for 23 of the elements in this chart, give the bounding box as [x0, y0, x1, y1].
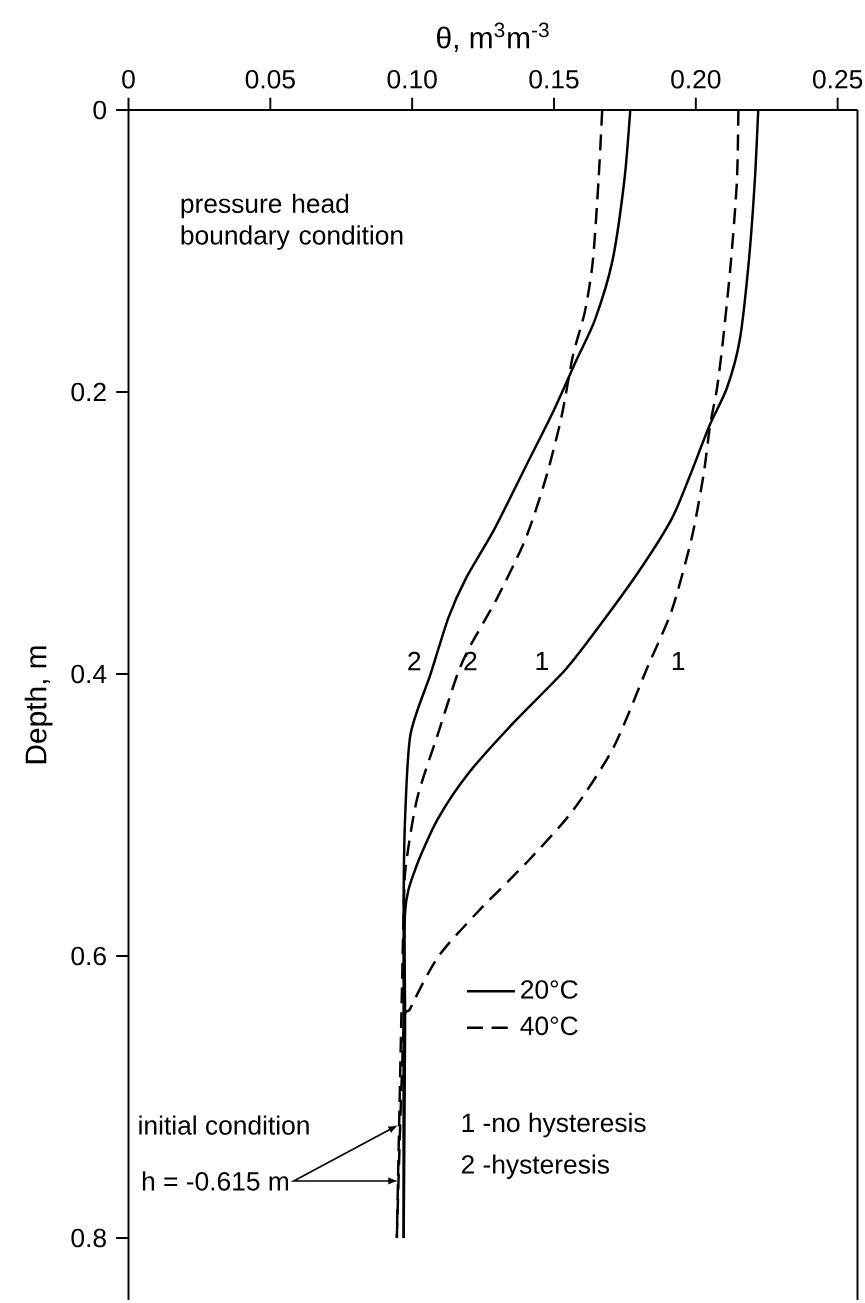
x-tick-label: 0.15	[529, 69, 579, 89]
annotation: initial condition	[139, 1115, 309, 1135]
y-axis-title: Depth, m	[24, 646, 53, 764]
annotation: 1	[536, 651, 548, 671]
annotation: pressure head boundary condition	[181, 193, 403, 250]
y-tick-label: 0.6	[71, 946, 106, 966]
x-tick-label: 0.25	[813, 69, 863, 89]
legend-label: 40°C	[520, 1016, 578, 1036]
x-tick-label: 0.10	[387, 69, 437, 89]
x-tick-label: 0.20	[671, 69, 721, 89]
annotation: h = -0.615 m	[142, 1171, 289, 1191]
annotation: 2	[408, 651, 421, 671]
y-tick-label: 0.8	[71, 1228, 106, 1248]
x-tick-label: 0.05	[245, 69, 295, 89]
annotation: 1	[672, 651, 685, 671]
y-tick-label: 0	[93, 100, 107, 120]
y-tick-label: 0.4	[71, 664, 107, 684]
y-tick-label: 0.2	[71, 382, 106, 402]
annotation: 2 -hysteresis	[461, 1154, 609, 1179]
x-axis-title: θ, m$^{3}$m$^{-3}$	[437, 22, 549, 52]
x-tick-label: 0	[122, 69, 135, 89]
legend-label: 20°C	[521, 980, 578, 999]
annotation: 1 -no hysteresis	[462, 1112, 646, 1138]
